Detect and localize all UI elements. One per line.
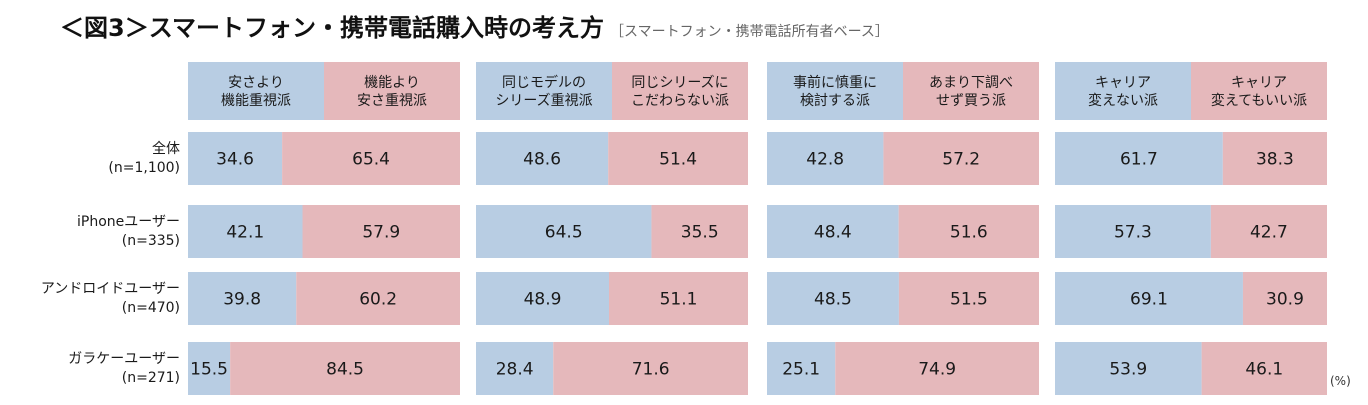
- bar-value-right: 51.5: [950, 290, 988, 310]
- row-label-name: ガラケーユーザー: [68, 350, 180, 367]
- header-cell-left: [767, 62, 903, 120]
- header-label-left: 同じモデルのシリーズ重視派: [495, 74, 592, 109]
- header-cell-right: [612, 62, 748, 120]
- header-label-right: あまり下調べせず買う派: [929, 75, 1013, 109]
- bar-segment-right: [1201, 342, 1327, 395]
- bar-value-right: 30.9: [1266, 290, 1304, 310]
- bar-segment-left: [767, 132, 884, 185]
- bar-value-left: 48.4: [814, 223, 852, 243]
- bar-value-left: 42.1: [226, 223, 264, 243]
- bar-value-left: 34.6: [216, 150, 254, 170]
- bar-value-right: 35.5: [681, 223, 719, 243]
- row-label-n: (n=470): [121, 299, 180, 316]
- bar-value-left: 61.7: [1120, 150, 1158, 170]
- chart-title-area: ＜図3＞スマートフォン・携帯電話購入時の考え方 ［スマートフォン・携帯電話所有者ベ…: [60, 8, 889, 44]
- bar-segment-left: [1055, 205, 1211, 258]
- bar-value-left: 25.1: [782, 360, 820, 380]
- bar-segment-right: [898, 272, 1039, 325]
- bar-value-left: 42.8: [806, 150, 844, 170]
- header-cell-left: [1055, 62, 1191, 120]
- bar-value-right: 51.6: [950, 223, 988, 243]
- row-label-n: (n=1,100): [108, 159, 180, 176]
- row-label: アンドロイドユーザー (n=470): [41, 280, 180, 318]
- bar-segment-right: [651, 205, 748, 258]
- bar-segment-right: [609, 272, 748, 325]
- bar-segment-right: [302, 205, 460, 258]
- bar-value-right: 60.2: [359, 290, 397, 310]
- bar-segment-left: [476, 132, 609, 185]
- bar-segment-right: [608, 132, 748, 185]
- header-cell-left: [476, 62, 612, 120]
- bar-value-right: 57.2: [942, 150, 980, 170]
- bar-value-left: 39.8: [223, 290, 261, 310]
- header-label-right: 同じシリーズにこだわらない派: [631, 75, 729, 109]
- header-cell-right: [903, 62, 1039, 120]
- header-label-left: 安さより機能重視派: [221, 75, 291, 109]
- bar-value-left: 15.5: [190, 360, 228, 380]
- bar-segment-left: [1055, 272, 1243, 325]
- bar-value-left: 28.4: [496, 360, 534, 380]
- bar-value-left: 64.5: [545, 223, 583, 243]
- row-label-name: 全体: [152, 140, 180, 157]
- bar-value-right: 74.9: [918, 360, 956, 380]
- row-label-n: (n=271): [121, 369, 180, 386]
- bar-value-right: 84.5: [326, 360, 364, 380]
- bar-segment-left: [1055, 342, 1202, 395]
- bar-segment-right: [1242, 272, 1327, 325]
- bar-segment-left: [188, 342, 231, 395]
- bar-value-left: 57.3: [1114, 223, 1152, 243]
- bar-value-left: 48.9: [524, 290, 562, 310]
- bar-segment-left: [1055, 132, 1223, 185]
- unit-label: (%): [1330, 374, 1351, 388]
- bar-value-left: 53.9: [1109, 360, 1147, 380]
- bar-segment-right: [835, 342, 1039, 395]
- chart-subtitle: ［スマートフォン・携帯電話所有者ベース］: [609, 24, 889, 40]
- bar-segment-right: [898, 205, 1039, 258]
- header-label-left: キャリア変えない派: [1088, 75, 1158, 109]
- bar-segment-left: [767, 272, 899, 325]
- bar-segment-left: [188, 205, 303, 258]
- bar-value-right: 38.3: [1256, 150, 1294, 170]
- bar-value-right: 51.1: [660, 290, 698, 310]
- bar-value-right: 57.9: [362, 223, 400, 243]
- bar-segment-right: [553, 342, 748, 395]
- row-label-name: iPhoneユーザー: [77, 213, 180, 230]
- header-cell-right: [324, 62, 460, 120]
- row-label-n: (n=335): [121, 232, 180, 249]
- row-label-name: アンドロイドユーザー: [40, 280, 180, 297]
- bar-segment-right: [1222, 132, 1327, 185]
- bar-segment-left: [188, 272, 297, 325]
- header-label-right: キャリア変えてもいい派: [1211, 75, 1307, 109]
- bar-value-right: 51.4: [659, 150, 697, 170]
- chart-title: ＜図3＞スマートフォン・携帯電話購入時の考え方: [60, 14, 604, 42]
- bar-value-right: 46.1: [1245, 360, 1283, 380]
- bar-segment-left: [476, 272, 610, 325]
- bar-segment-right: [282, 132, 460, 185]
- bar-segment-right: [883, 132, 1039, 185]
- header-cell-left: [188, 62, 324, 120]
- header-cell-right: [1191, 62, 1327, 120]
- header-label-right: 機能より安さ重視派: [357, 75, 427, 109]
- bar-value-right: 71.6: [632, 360, 670, 380]
- bar-segment-right: [230, 342, 460, 395]
- bar-value-right: 42.7: [1250, 223, 1288, 243]
- bar-segment-left: [476, 342, 554, 395]
- bar-value-left: 48.6: [523, 150, 561, 170]
- bar-value-left: 69.1: [1130, 290, 1168, 310]
- row-label: ガラケーユーザー (n=271): [68, 350, 180, 388]
- bar-segment-right: [1210, 205, 1327, 258]
- bar-segment-left: [767, 205, 899, 258]
- row-label: iPhoneユーザー (n=335): [77, 213, 180, 251]
- bar-segment-left: [188, 132, 283, 185]
- bar-value-left: 48.5: [814, 290, 852, 310]
- bar-segment-right: [296, 272, 460, 325]
- bar-segment-left: [767, 342, 836, 395]
- bar-segment-left: [476, 205, 652, 258]
- bar-value-right: 65.4: [352, 150, 390, 170]
- header-label-left: 事前に慎重に検討する派: [793, 74, 877, 109]
- row-label: 全体 (n=1,100): [108, 140, 180, 178]
